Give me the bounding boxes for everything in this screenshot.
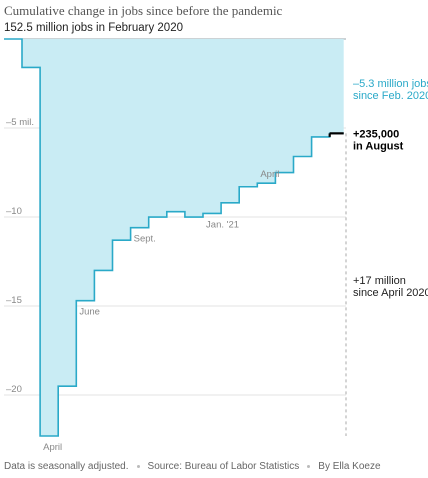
total-change-annotation: since Feb. 2020 [353,90,428,102]
footer: Data is seasonally adjusted. Source: Bure… [4,461,381,472]
total-change-annotation: –5.3 million jobs [353,78,428,90]
baseline-label: 152.5 million jobs in February 2020 [4,22,183,34]
label-layer: –5 mil. –10 –15 –20 April June Sept. Jan. '21 Ap… [6,117,279,453]
since-april-annotation: +17 million [353,275,406,287]
y-tick-label: –10 [6,206,22,217]
line-layer [4,38,344,437]
footer-separator [307,464,311,468]
footer-separator [136,464,140,468]
y-tick-label: –20 [6,384,22,395]
since-april-annotation: since April 2020 [353,287,428,299]
latest-month-annotation: +235,000 [353,128,399,140]
y-tick-label: –15 [6,295,22,306]
month-label: April [260,169,279,180]
month-label: Jan. '21 [206,219,239,230]
series-line [4,38,344,437]
month-label: Sept. [134,234,156,245]
job-loss-area [4,39,344,436]
month-label: April [43,442,62,453]
footer-byline: By Ella Koeze [318,461,381,472]
month-label: June [79,307,100,318]
footer-source: Source: Bureau of Labor Statistics [147,461,300,472]
chart-title: Cumulative change in jobs since before t… [4,3,283,18]
latest-month-annotation: in August [353,140,404,152]
y-tick-label: –5 mil. [6,117,34,128]
footer-note: Data is seasonally adjusted. [4,461,129,472]
area-layer [4,39,344,436]
